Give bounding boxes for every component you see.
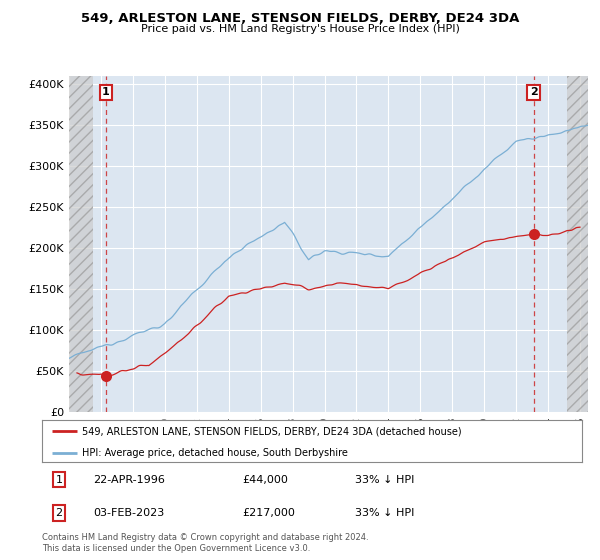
Bar — [69, 76, 93, 412]
Text: Contains HM Land Registry data © Crown copyright and database right 2024.
This d: Contains HM Land Registry data © Crown c… — [42, 533, 368, 553]
Bar — [567, 76, 588, 412]
Text: 2: 2 — [56, 508, 62, 518]
Text: 549, ARLESTON LANE, STENSON FIELDS, DERBY, DE24 3DA: 549, ARLESTON LANE, STENSON FIELDS, DERB… — [81, 12, 519, 25]
Text: 33% ↓ HPI: 33% ↓ HPI — [355, 508, 415, 518]
Text: 549, ARLESTON LANE, STENSON FIELDS, DERBY, DE24 3DA (detached house): 549, ARLESTON LANE, STENSON FIELDS, DERB… — [83, 426, 462, 436]
Text: 1: 1 — [102, 87, 110, 97]
Text: £44,000: £44,000 — [242, 475, 287, 484]
Text: 33% ↓ HPI: 33% ↓ HPI — [355, 475, 415, 484]
Text: Price paid vs. HM Land Registry's House Price Index (HPI): Price paid vs. HM Land Registry's House … — [140, 24, 460, 34]
Text: £217,000: £217,000 — [242, 508, 295, 518]
Text: HPI: Average price, detached house, South Derbyshire: HPI: Average price, detached house, Sout… — [83, 448, 349, 458]
Text: 22-APR-1996: 22-APR-1996 — [94, 475, 165, 484]
Text: 1: 1 — [56, 475, 62, 484]
Text: 03-FEB-2023: 03-FEB-2023 — [94, 508, 164, 518]
Text: 2: 2 — [530, 87, 538, 97]
